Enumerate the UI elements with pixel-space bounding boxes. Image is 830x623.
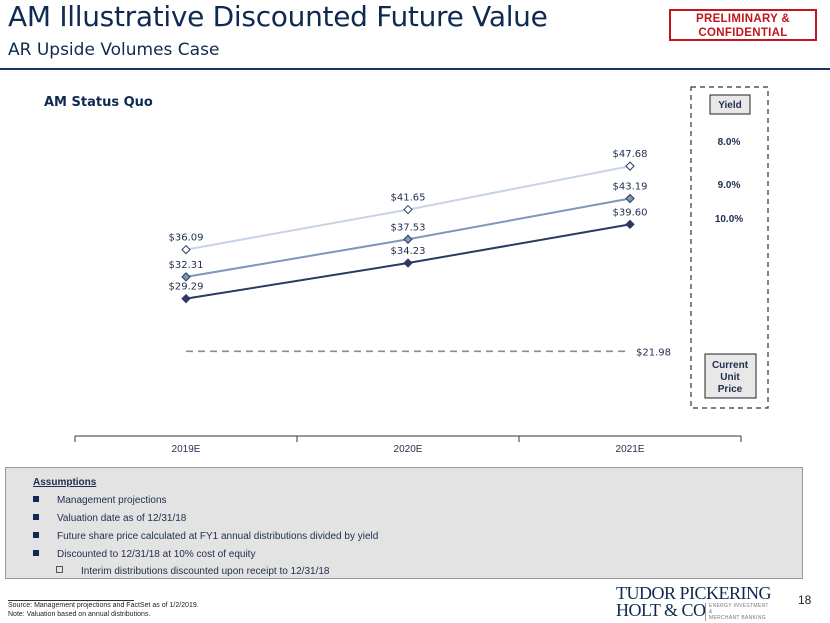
data-point-marker: [625, 161, 635, 171]
data-point-marker: [625, 219, 635, 230]
current-unit-price-label: Unit: [720, 372, 740, 383]
data-point-marker: [403, 204, 413, 215]
footnote-source: Source: Management projections and FactS…: [8, 602, 199, 609]
assumptions-title: Assumptions: [33, 477, 97, 488]
logo-line-2: HOLT & CO: [616, 600, 706, 620]
data-label: $32.31: [169, 260, 204, 271]
badge-line-1: PRELIMINARY &: [696, 13, 790, 25]
data-label: $34.23: [391, 246, 426, 257]
data-label: $47.68: [613, 149, 648, 160]
x-tick-label: 2019E: [172, 444, 201, 455]
data-point-marker: [181, 244, 191, 255]
data-label: $36.09: [169, 233, 204, 244]
legend-yield-label: 10.0%: [715, 214, 743, 225]
yield-header-box: [709, 94, 751, 115]
data-label: $37.53: [391, 222, 426, 233]
x-tick-label: 2020E: [394, 444, 423, 455]
logo-line-1: TUDOR PICKERING: [616, 583, 772, 603]
current-unit-price-box: [704, 353, 757, 399]
data-point-marker: [181, 293, 191, 304]
data-label: $41.65: [391, 193, 426, 204]
footnote-note: Note: Valuation based on annual distribu…: [8, 611, 151, 618]
page-subtitle: AR Upside Volumes Case: [8, 40, 220, 60]
confidential-badge: PRELIMINARY & CONFIDENTIAL: [669, 9, 817, 41]
header-rule: [0, 68, 830, 70]
assumption-sub-item: Interim distributions discounted upon re…: [56, 566, 330, 577]
data-label: $43.19: [613, 181, 648, 192]
bullet-square-icon: [33, 532, 39, 538]
data-point-marker: [181, 272, 191, 282]
legend-yield-label: 8.0%: [718, 137, 741, 148]
legend-yield-label: 9.0%: [718, 180, 741, 191]
badge-line-2: CONFIDENTIAL: [698, 27, 788, 39]
bullet-square-icon: [33, 496, 39, 502]
yield-header-label: Yield: [718, 100, 742, 111]
footnote-rule: [8, 600, 134, 601]
data-point-marker: [403, 258, 413, 268]
data-point-marker: [403, 234, 413, 244]
section-label: AM Status Quo: [44, 95, 153, 110]
page-number: 18: [798, 593, 812, 607]
legend-box: [690, 86, 769, 409]
bullet-square-icon: [33, 550, 39, 556]
data-label: $39.60: [613, 207, 648, 218]
company-logo: TUDOR PICKERING HOLT & CO ENERGY INVESTM…: [612, 583, 772, 621]
assumption-item: Management projections: [33, 495, 167, 506]
page-title: AM Illustrative Discounted Future Value: [8, 0, 548, 33]
current-price-label: $21.98: [636, 347, 671, 358]
discounted-value-chart: 2019E 2020E 2021E $21.98 $36.09 $41.65 $47.68 $…: [74, 86, 769, 455]
bullet-hollow-square-icon: [56, 566, 63, 573]
x-tick-label: 2021E: [616, 444, 645, 455]
assumption-item: Valuation date as of 12/31/18: [33, 513, 186, 524]
current-unit-price-label: Price: [718, 384, 743, 395]
logo-tagline: ENERGY INVESTMENT & MERCHANT BANKING: [705, 603, 772, 621]
data-label: $29.29: [169, 282, 204, 293]
bullet-square-icon: [33, 514, 39, 520]
current-unit-price-label: Current: [712, 360, 749, 371]
assumptions-panel: Assumptions Management projections Valua…: [5, 467, 803, 579]
assumption-item: Discounted to 12/31/18 at 10% cost of eq…: [33, 549, 255, 560]
assumption-item: Future share price calculated at FY1 ann…: [33, 531, 378, 542]
data-point-marker: [625, 193, 635, 204]
